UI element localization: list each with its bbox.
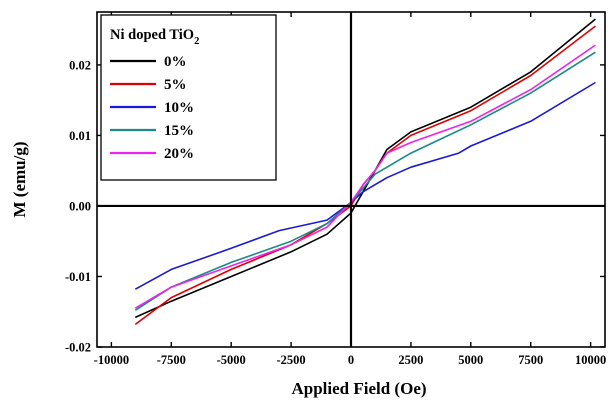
x-tick-label: -5000 [217, 353, 246, 367]
x-axis-title: Applied Field (Oe) [291, 379, 426, 398]
y-tick-label: -0.02 [65, 341, 91, 355]
x-tick-label: 7500 [518, 353, 543, 367]
y-tick-label: 0.02 [69, 58, 91, 72]
legend-label-5: 20% [164, 146, 194, 162]
y-tick-label: -0.01 [65, 270, 91, 284]
x-tick-label: 2500 [398, 353, 423, 367]
x-tick-label: 5000 [458, 353, 483, 367]
legend-title-main: Ni doped TiO [110, 27, 194, 43]
x-tick-label: -10000 [94, 353, 129, 367]
x-tick-label: -2500 [277, 353, 306, 367]
y-tick-label: 0.01 [69, 129, 91, 143]
legend-label-3: 10% [164, 100, 194, 116]
legend-label-2: 5% [164, 77, 187, 93]
series-line-3 [134, 81, 596, 290]
y-tick-label: 0.00 [69, 199, 91, 213]
series-line-4 [134, 51, 596, 311]
legend-label-4: 15% [164, 123, 194, 139]
series-group [134, 18, 596, 326]
y-axis-title: M (emu/g) [10, 141, 29, 217]
x-tick-label: 10000 [575, 353, 606, 367]
x-tick-label: -7500 [157, 353, 186, 367]
axes-group: -10000 -7500 -5000 -2500 0 2500 5000 7500 10000 -… [65, 11, 606, 367]
legend-title-subscript: 2 [194, 36, 199, 47]
legend-title: Ni doped TiO2 [110, 27, 199, 47]
legend-label-1: 0% [164, 54, 187, 70]
series-line-5 [134, 44, 596, 309]
x-tick-label: 0 [348, 353, 354, 367]
